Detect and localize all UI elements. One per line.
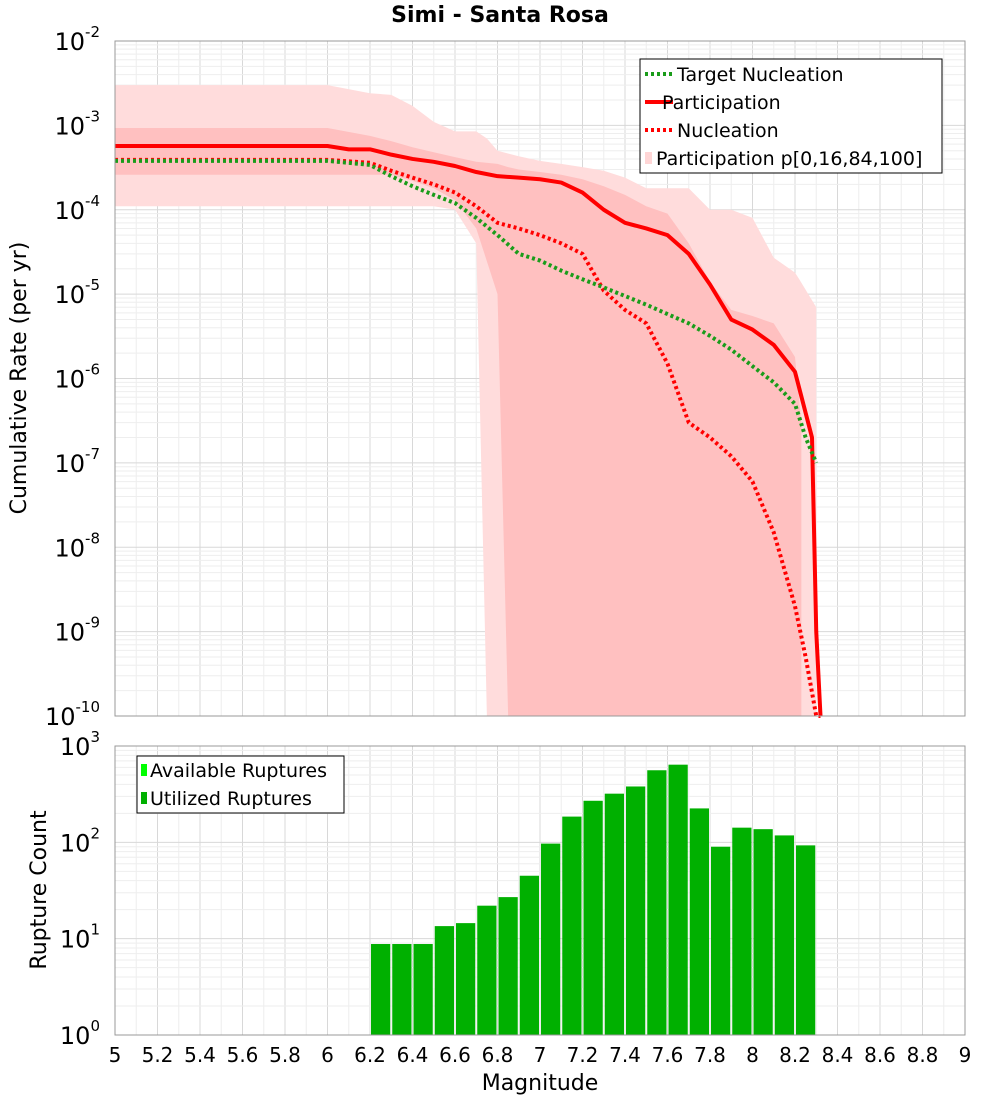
rupture-bar bbox=[413, 944, 433, 1035]
rupture-bar bbox=[774, 835, 794, 1035]
x-tick-labels: 5 5.2 5.4 5.6 5.8 6 6.2 6.4 6.6 6.8 7 7.2 7.4 7.6 7.8 8… bbox=[109, 1043, 972, 1067]
x-tick-label: 6.2 bbox=[354, 1043, 386, 1067]
legend-box bbox=[639, 58, 943, 174]
legend-label: Utilized Ruptures bbox=[150, 788, 312, 810]
legend-label: Target Nucleation bbox=[676, 64, 844, 86]
y-tick-label: 10-5 bbox=[54, 276, 100, 309]
x-tick-label: 6.8 bbox=[482, 1043, 514, 1067]
rupture-bar bbox=[392, 944, 412, 1035]
rupture-bar bbox=[753, 829, 773, 1035]
y-tick-label: 10-4 bbox=[54, 192, 100, 225]
legend-swatch bbox=[645, 152, 652, 164]
rupture-bar bbox=[583, 800, 603, 1035]
x-tick-label: 8 bbox=[746, 1043, 759, 1067]
x-axis-label: Magnitude bbox=[482, 1071, 599, 1096]
rupture-bar bbox=[498, 897, 518, 1035]
series-line bbox=[115, 143, 823, 717]
legend-box bbox=[136, 755, 345, 814]
rupture-bar bbox=[604, 793, 624, 1035]
rupture-bar bbox=[626, 786, 646, 1035]
x-tick-label: 7.4 bbox=[609, 1043, 641, 1067]
x-tick-label: 6.6 bbox=[439, 1043, 471, 1067]
x-tick-label: 8.6 bbox=[864, 1043, 896, 1067]
rupture-bar bbox=[519, 875, 539, 1035]
rupture-bar bbox=[647, 770, 667, 1035]
y-tick-label: 100 bbox=[60, 1017, 100, 1050]
x-tick-label: 8.2 bbox=[779, 1043, 811, 1067]
y-tick-label: 103 bbox=[60, 728, 100, 761]
x-tick-label: 7 bbox=[534, 1043, 547, 1067]
x-tick-label: 6.4 bbox=[397, 1043, 429, 1067]
y-tick-label: 10-3 bbox=[54, 107, 100, 140]
x-tick-label: 5.8 bbox=[269, 1043, 301, 1067]
rupture-count-bars bbox=[371, 764, 816, 1035]
top-y-tick-labels: 10-10 10-9 10-8 10-7 10-6 10-5 10-4 10-3 10-2 bbox=[45, 23, 100, 731]
rupture-bar bbox=[732, 827, 752, 1035]
x-tick-label: 7.2 bbox=[567, 1043, 599, 1067]
rupture-bar bbox=[477, 905, 497, 1035]
x-tick-label: 5.6 bbox=[227, 1043, 259, 1067]
legend-label: Participation bbox=[662, 92, 781, 114]
bottom-plot-border bbox=[114, 745, 966, 1036]
legend-label: Available Ruptures bbox=[150, 760, 327, 782]
series-line bbox=[115, 158, 819, 464]
participation-percentile-bands bbox=[115, 85, 817, 717]
top-plot-border bbox=[114, 40, 966, 717]
percentile-band bbox=[115, 128, 802, 717]
bottom-legend: Available Ruptures Utilized Ruptures bbox=[136, 755, 345, 814]
y-tick-label: 10-6 bbox=[54, 361, 100, 394]
x-tick-label: 5.2 bbox=[142, 1043, 174, 1067]
chart-title: Simi - Santa Rosa bbox=[391, 3, 609, 28]
top-legend: Target Nucleation Participation Nucleation… bbox=[639, 58, 943, 174]
x-tick-label: 9 bbox=[959, 1043, 972, 1067]
rupture-bar bbox=[562, 816, 582, 1035]
y-tick-label: 10-7 bbox=[54, 445, 100, 478]
y-tick-label: 10-9 bbox=[54, 614, 100, 647]
rupture-bar bbox=[371, 944, 391, 1035]
x-tick-label: 6 bbox=[321, 1043, 334, 1067]
rupture-bar bbox=[434, 926, 454, 1035]
rupture-bar bbox=[456, 923, 476, 1035]
rate-lines bbox=[115, 143, 823, 718]
bottom-y-tick-labels: 100 101 102 103 bbox=[60, 728, 100, 1050]
legend-label: Nucleation bbox=[677, 120, 779, 142]
x-tick-label: 7.8 bbox=[694, 1043, 726, 1067]
x-tick-label: 7.6 bbox=[652, 1043, 684, 1067]
bottom-y-axis-label: Rupture Count bbox=[27, 810, 52, 970]
x-tick-label: 8.8 bbox=[907, 1043, 939, 1067]
rupture-bar bbox=[796, 845, 816, 1035]
x-tick-label: 8.4 bbox=[822, 1043, 854, 1067]
rupture-bar bbox=[689, 808, 709, 1035]
y-tick-label: 102 bbox=[60, 824, 100, 857]
legend-label: Participation p[0,16,84,100] bbox=[656, 148, 922, 170]
x-tick-label: 5.4 bbox=[184, 1043, 216, 1067]
rupture-bar bbox=[668, 764, 688, 1035]
top-y-axis-label: Cumulative Rate (per yr) bbox=[7, 242, 32, 515]
rupture-bar bbox=[711, 846, 731, 1035]
legend-swatch bbox=[141, 792, 147, 804]
y-tick-label: 101 bbox=[60, 921, 100, 954]
y-tick-label: 10-10 bbox=[45, 698, 100, 731]
legend-swatch bbox=[141, 764, 147, 776]
y-tick-label: 10-2 bbox=[54, 23, 100, 56]
y-tick-label: 10-8 bbox=[54, 529, 100, 562]
rupture-bar bbox=[541, 843, 561, 1035]
x-tick-label: 5 bbox=[109, 1043, 122, 1067]
